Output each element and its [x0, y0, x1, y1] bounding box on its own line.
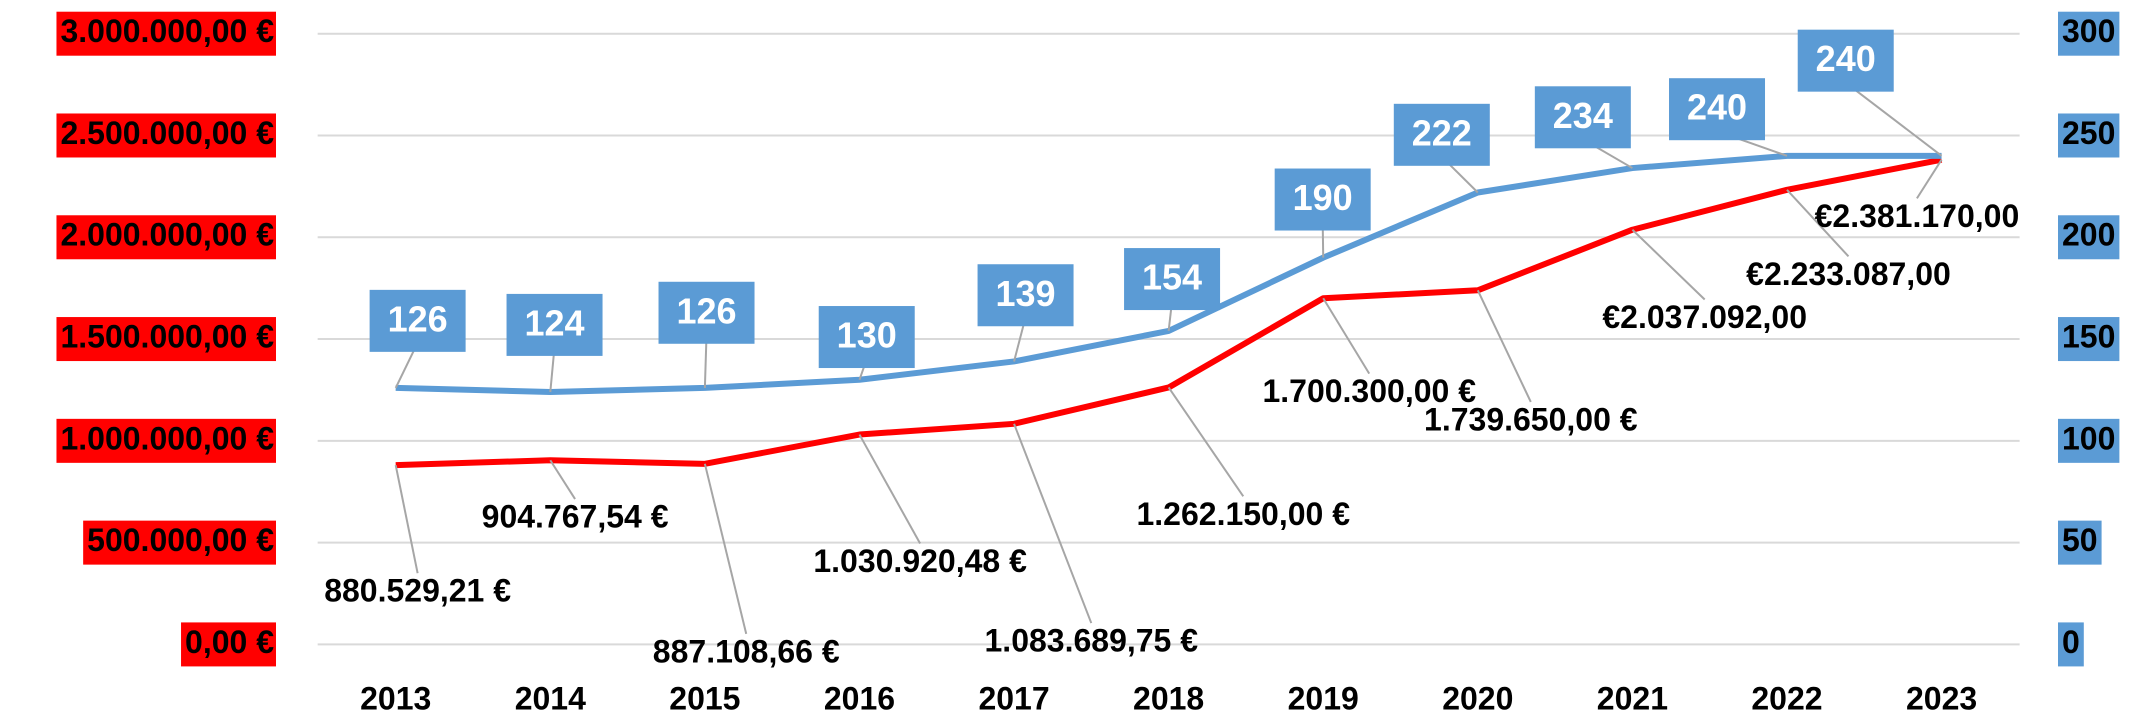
x-tick-label: 2019 [1288, 680, 1359, 716]
y-tick-label: 2.000.000,00 € [60, 217, 274, 253]
x-tick-label: 2023 [1906, 680, 1977, 716]
x-tick-label: 2015 [669, 680, 740, 716]
y2-tick-label: 0 [2062, 624, 2080, 660]
data-label-box [818, 306, 915, 369]
y2-tick-label: 300 [2062, 13, 2115, 49]
data-label-box [1797, 29, 1894, 92]
y-tick-bg [56, 317, 276, 362]
y-tick-label: 0,00 € [185, 624, 274, 660]
data-label: 240 [1816, 38, 1876, 79]
x-tick-label: 2020 [1442, 680, 1513, 716]
data-label: 234 [1553, 95, 1613, 136]
data-label: 1.700.300,00 € [1262, 373, 1476, 409]
y-tick-bg [56, 11, 276, 56]
data-label: 139 [996, 273, 1056, 314]
data-label: 904.767,54 € [482, 498, 669, 534]
leader-line [1916, 159, 1943, 199]
data-label: €2.233.087,00 [1746, 256, 1951, 292]
y2-tick-bg [2058, 520, 2102, 565]
x-tick-label: 2016 [824, 680, 895, 716]
leader-line [1786, 189, 1850, 258]
data-label: 222 [1412, 112, 1472, 153]
leader-line [1845, 81, 1943, 157]
y-tick-bg [56, 215, 276, 260]
x-tick-label: 2022 [1751, 680, 1822, 716]
data-label: 126 [388, 298, 448, 339]
leader-line [394, 464, 419, 574]
y2-tick-label: 50 [2062, 522, 2098, 558]
leader-line [858, 434, 921, 545]
data-label: 1.030.920,48 € [813, 543, 1027, 579]
y-tick-bg [56, 418, 276, 463]
y-tick-bg [83, 520, 276, 565]
leader-line [1167, 386, 1245, 497]
x-tick-label: 2018 [1133, 680, 1204, 716]
data-label-box [1124, 248, 1221, 311]
leader-line [1322, 297, 1371, 375]
y2-tick-bg [2058, 11, 2120, 56]
x-tick-label: 2013 [360, 680, 431, 716]
y-tick-label: 2.500.000,00 € [60, 115, 274, 151]
data-label: 1.262.150,00 € [1136, 496, 1350, 532]
data-label-box [977, 264, 1074, 327]
y2-tick-label: 150 [2062, 319, 2115, 355]
data-label-box [369, 289, 466, 352]
data-label: 1.083.689,75 € [985, 623, 1199, 659]
data-label: 124 [524, 302, 584, 343]
data-label: 880.529,21 € [324, 573, 511, 609]
data-label: €2.037.092,00 [1602, 299, 1807, 335]
x-tick-label: 2021 [1597, 680, 1668, 716]
data-label: 240 [1687, 87, 1747, 128]
y-tick-label: 3.000.000,00 € [60, 13, 274, 49]
y-tick-label: 1.500.000,00 € [60, 319, 274, 355]
y-tick-bg [56, 113, 276, 158]
y-tick-label: 1.000.000,00 € [60, 420, 274, 456]
y2-tick-bg [2058, 418, 2120, 463]
data-label: 154 [1142, 257, 1202, 298]
data-label: €2.381.170,00 [1815, 198, 2020, 234]
y2-tick-label: 200 [2062, 217, 2115, 253]
data-label-box [506, 293, 603, 356]
leader-line [1013, 423, 1093, 624]
y2-tick-bg [2058, 622, 2084, 667]
leader-line [703, 463, 748, 635]
data-label-box [1534, 86, 1631, 149]
x-tick-label: 2014 [515, 680, 586, 716]
y2-tick-label: 250 [2062, 115, 2115, 151]
data-label: 1.739.650,00 € [1424, 401, 1638, 437]
data-label: 887.108,66 € [653, 633, 840, 669]
data-label-box [1274, 168, 1371, 231]
leader-line [1476, 289, 1532, 403]
y-tick-label: 500.000,00 € [87, 522, 274, 558]
data-label: 126 [676, 290, 736, 331]
y2-tick-bg [2058, 215, 2120, 260]
y-tick-bg [181, 622, 276, 667]
y2-tick-bg [2058, 113, 2120, 158]
x-tick-label: 2017 [978, 680, 1049, 716]
data-label-box [1669, 78, 1766, 141]
leader-line [1631, 229, 1706, 301]
leader-line [549, 459, 576, 500]
data-label: 130 [837, 315, 897, 356]
data-label-box [658, 281, 755, 344]
y2-tick-bg [2058, 317, 2120, 362]
y2-tick-label: 100 [2062, 420, 2115, 456]
data-label-box [1393, 103, 1490, 166]
data-label: 190 [1293, 177, 1353, 218]
